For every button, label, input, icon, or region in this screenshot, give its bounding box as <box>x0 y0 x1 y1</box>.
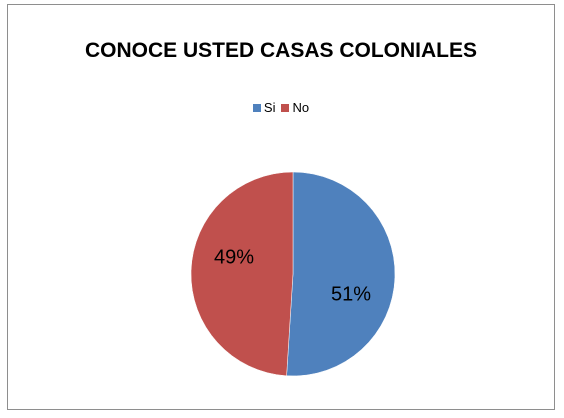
legend-swatch-si <box>252 103 261 112</box>
legend-item-si: Si <box>252 100 276 115</box>
chart-frame: CONOCE USTED CASAS COLONIALES Si No 51% 4… <box>7 4 555 410</box>
chart-title: CONOCE USTED CASAS COLONIALES <box>84 39 478 62</box>
pie-slice-no <box>190 171 294 377</box>
legend-label-si: Si <box>263 100 276 115</box>
legend-swatch-no <box>281 103 290 112</box>
data-label-no: 49% <box>214 246 254 268</box>
legend-label-no: No <box>292 100 310 115</box>
data-label-si: 51% <box>331 283 371 305</box>
pie-slice-si <box>286 171 396 377</box>
legend-item-no: No <box>281 100 309 115</box>
legend: Si No <box>8 100 554 115</box>
pie-chart: 51% 49% <box>190 171 396 377</box>
